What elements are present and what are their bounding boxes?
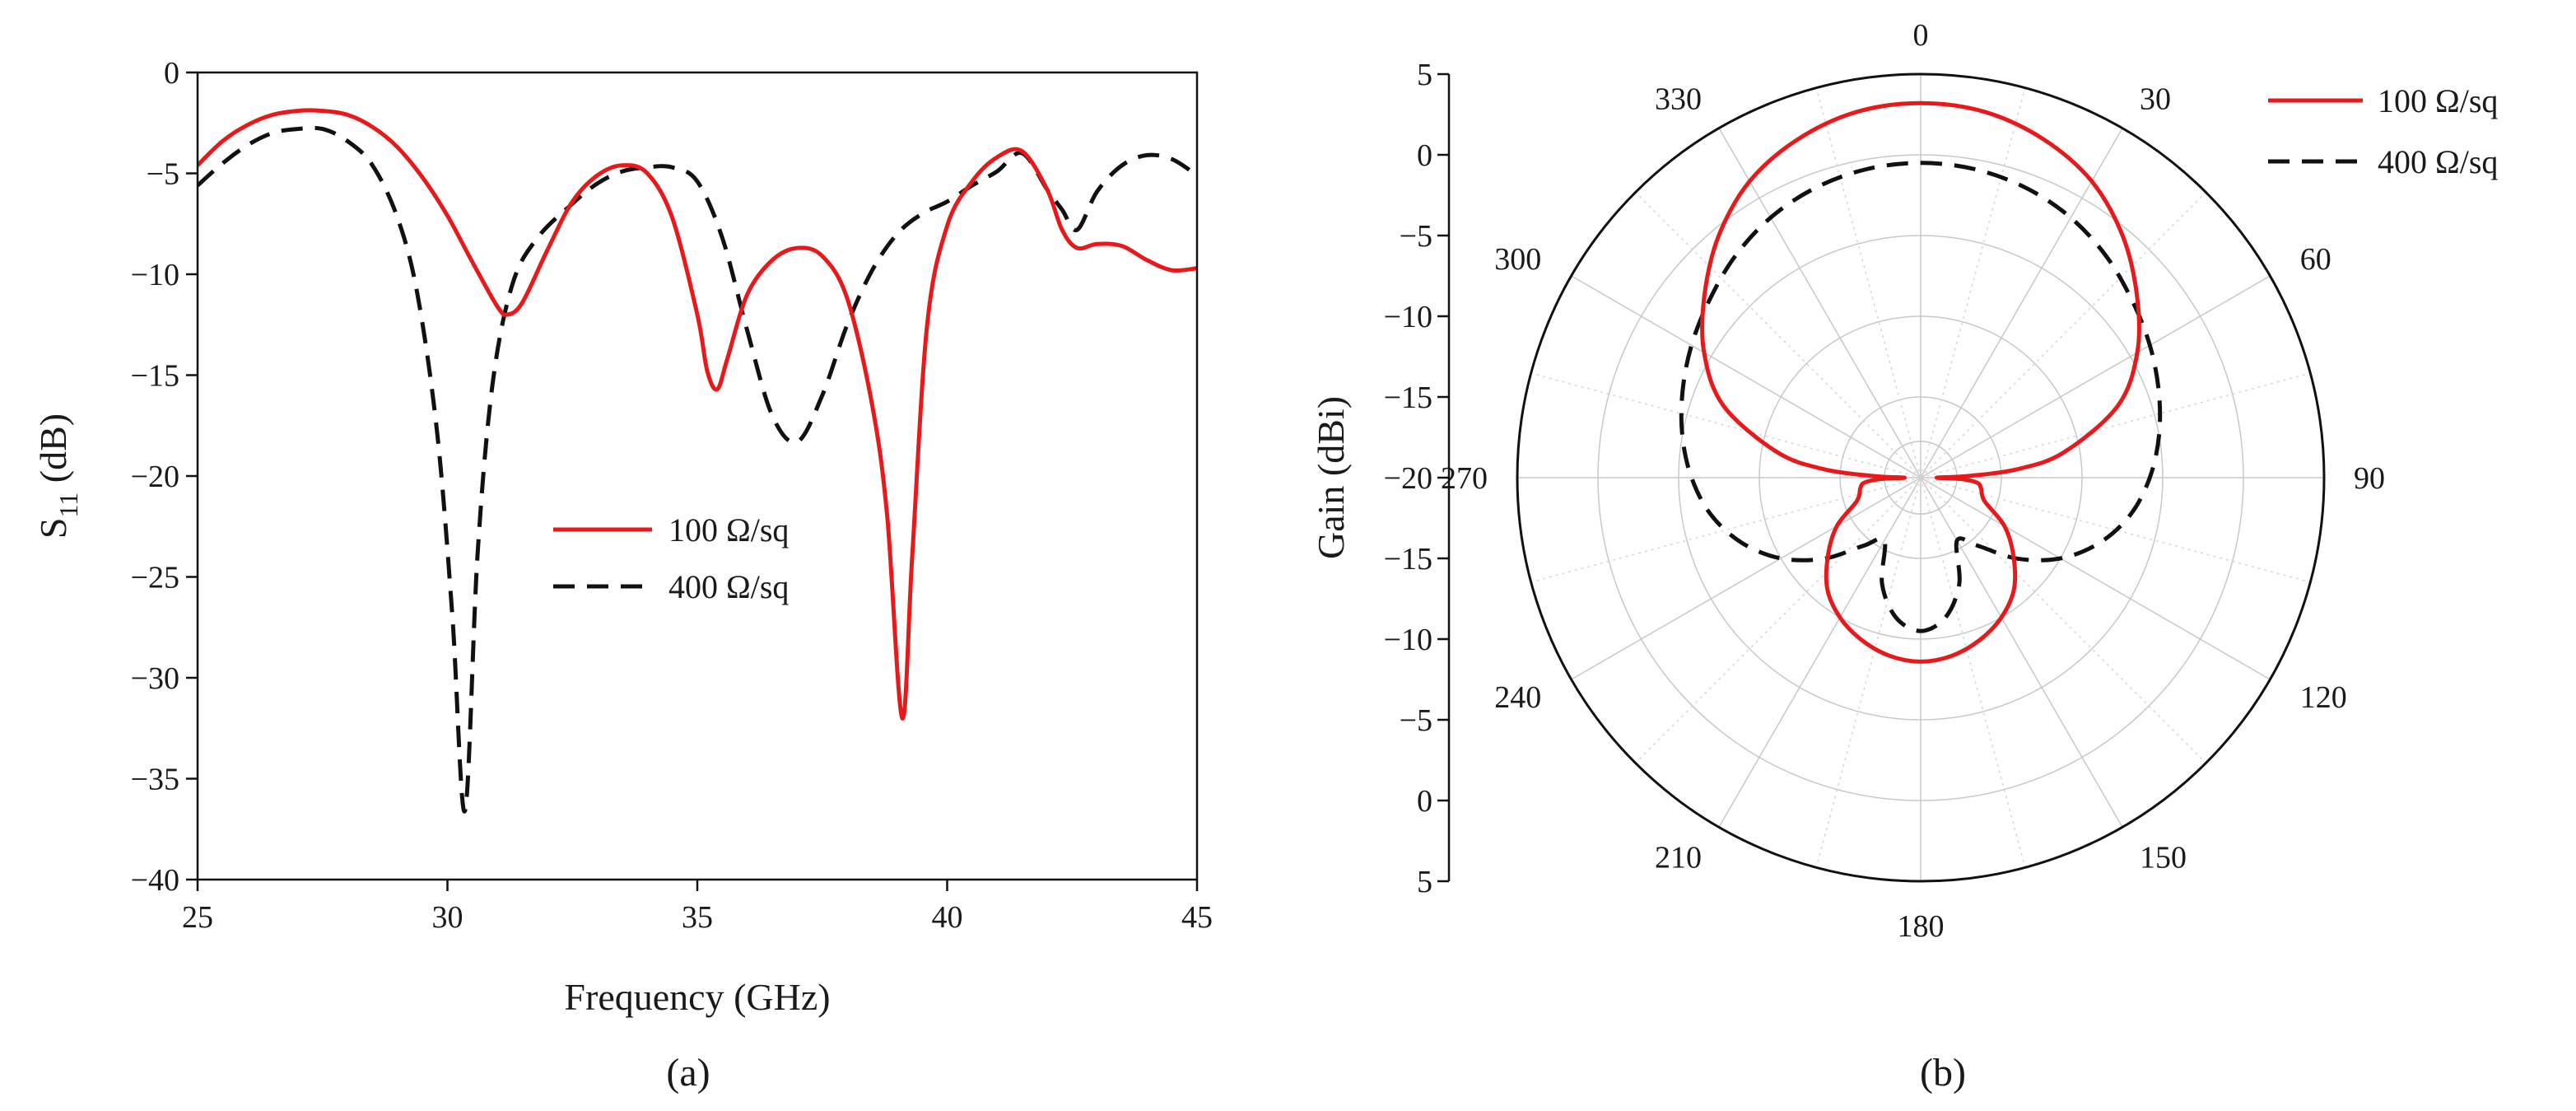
polar-series-400 (1679, 161, 2163, 633)
caption-a: (a) (666, 1051, 710, 1095)
radial-tick-label: 0 (1417, 138, 1432, 173)
polar-minor-spoke (1530, 477, 1922, 583)
polar-legend-label-100: 100 Ω/sq (2378, 82, 2498, 119)
y-tick-label: −20 (131, 460, 179, 494)
radial-tick-label: 5 (1417, 58, 1432, 92)
polar-angle-label: 180 (1898, 909, 1945, 944)
polar-angle-label: 120 (2300, 680, 2347, 715)
polar-angle-label: 150 (2140, 841, 2187, 875)
y-tick-label: −5 (147, 157, 179, 192)
s11-y-label-sub: 11 (54, 492, 83, 518)
polar-spoke (1571, 477, 1922, 680)
polar-minor-spoke (1634, 477, 1922, 764)
polar-minor-spoke (1920, 477, 2207, 764)
radial-tick-label: 5 (1417, 865, 1432, 899)
polar-minor-spoke (1634, 191, 1922, 478)
x-tick-label: 35 (682, 900, 713, 935)
polar-minor-spoke (1815, 87, 1922, 478)
polar-minor-spoke (1920, 477, 2311, 583)
s11-legend-label-100: 100 Ω/sq (668, 511, 789, 548)
s11-series-100 (198, 108, 1197, 721)
polar-spoke (1571, 275, 1922, 478)
polar-minor-spoke (1920, 87, 2026, 478)
radial-tick-label: −10 (1384, 300, 1432, 334)
polar-angle-label: 210 (1655, 841, 1702, 875)
radial-tick-label: −20 (1384, 461, 1432, 496)
polar-angle-label: 0 (1913, 18, 1929, 53)
polar-angle-label: 30 (2140, 82, 2171, 116)
x-tick-label: 30 (432, 900, 463, 935)
x-tick-label: 25 (182, 900, 213, 935)
polar-spoke (1920, 128, 2123, 478)
y-tick-label: −40 (131, 863, 179, 898)
x-tick-label: 45 (1181, 900, 1213, 935)
s11-plot-frame (196, 71, 1199, 881)
s11-legend: 100 Ω/sq 400 Ω/sq (553, 511, 789, 605)
polar-minor-spoke (1920, 372, 2311, 478)
polar-spoke (1718, 477, 1922, 828)
s11-series-400 (198, 125, 1197, 814)
polar-spoke (1920, 275, 2271, 478)
polar-legend-label-400: 400 Ω/sq (2378, 143, 2498, 180)
polar-spoke (1920, 477, 2271, 680)
s11-chart: 25 30 35 40 45 0 −5 −10 −15 −20 −25 −30 −35 −40 Frequ… (32, 56, 1213, 1095)
radial-tick-label: −10 (1384, 623, 1432, 657)
s11-legend-label-400: 400 Ω/sq (668, 568, 789, 605)
polar-angle-label: 60 (2300, 242, 2331, 277)
radial-tick-label: −15 (1384, 380, 1432, 415)
polar-grid (1517, 74, 2324, 881)
radial-tick-label: 0 (1417, 784, 1432, 819)
s11-y-axis-label: S11 (dB) (32, 413, 83, 539)
y-tick-label: −15 (131, 359, 179, 394)
s11-x-axis-label: Frequency (GHz) (564, 976, 830, 1018)
polar-minor-spoke (1920, 477, 2026, 868)
polar-angle-label: 90 (2354, 461, 2385, 496)
polar-minor-spoke (1920, 191, 2207, 478)
s11-y-label-unit: (dB) (32, 413, 74, 492)
polar-minor-spoke (1815, 477, 1922, 868)
caption-b: (b) (1920, 1051, 1966, 1095)
y-tick-label: −10 (131, 258, 179, 292)
radial-tick-label: −15 (1384, 542, 1432, 577)
y-tick-label: −30 (131, 661, 179, 696)
radial-tick-label: −5 (1400, 219, 1432, 254)
polar-legend: 100 Ω/sq 400 Ω/sq (2268, 82, 2498, 180)
polar-radial-axis: 5 0 −5 −10 −15 −20 −15 −10 −5 0 5 (1384, 58, 1451, 899)
s11-ticks: 25 30 35 40 45 0 −5 −10 −15 −20 −25 −30 −35 −40 (131, 56, 1213, 935)
y-tick-label: −35 (131, 763, 179, 797)
polar-spoke (1718, 128, 1922, 478)
polar-angle-label: 300 (1494, 242, 1541, 277)
polar-angle-label: 240 (1494, 680, 1541, 715)
polar-minor-spoke (1530, 372, 1922, 478)
polar-angle-label: 330 (1655, 82, 1702, 116)
y-tick-label: 0 (164, 56, 179, 91)
radial-tick-label: −5 (1400, 703, 1432, 738)
polar-spoke (1920, 477, 2123, 828)
gain-axis-label: Gain (dBi) (1310, 396, 1352, 559)
polar-series-100 (1699, 100, 2142, 664)
y-tick-label: −25 (131, 561, 179, 595)
x-tick-label: 40 (932, 900, 963, 935)
polar-outer-ring (1516, 72, 2326, 883)
s11-y-label-main: S (32, 518, 74, 539)
